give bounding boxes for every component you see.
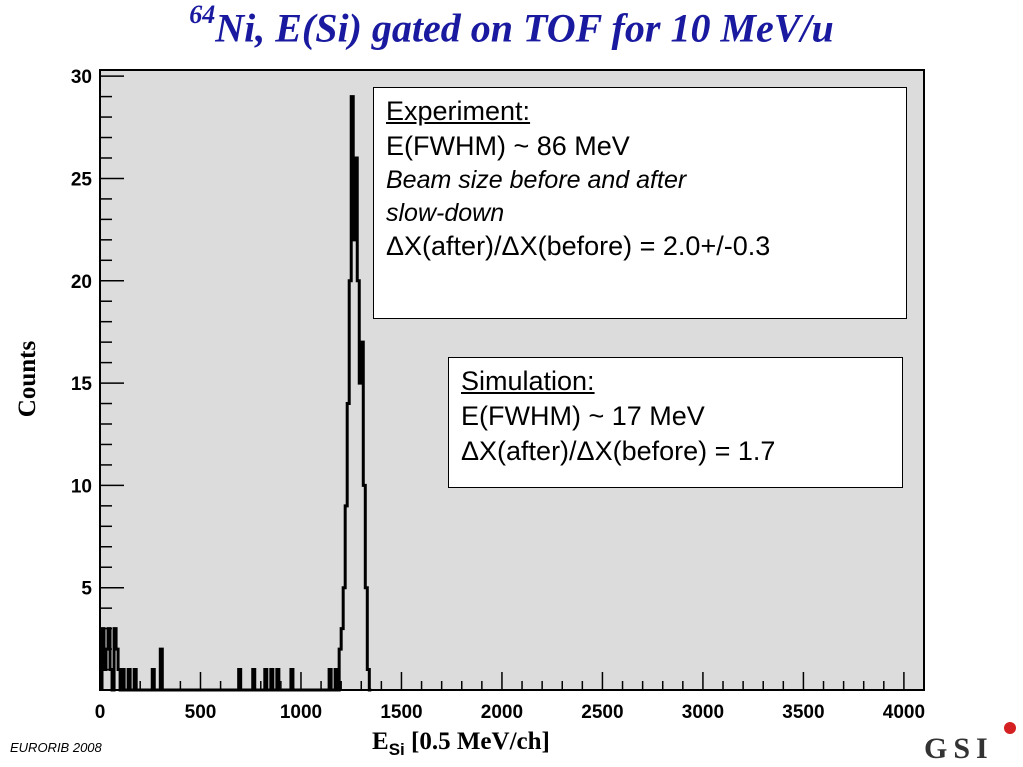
- x-tick-label: 1000: [280, 702, 322, 723]
- simulation-box: Simulation: E(FWHM) ~ 17 MeV ΔX(after)/Δ…: [448, 357, 903, 488]
- experiment-fwhm: E(FWHM) ~ 86 MeV: [386, 131, 630, 162]
- x-tick-label: 0: [95, 702, 106, 723]
- y-tick-label: 25: [71, 169, 93, 190]
- chart-title: 64Ni, E(Si) gated on TOF for 10 MeV/u: [0, 0, 1023, 51]
- experiment-ratio: ΔX(after)/ΔX(before) = 2.0+/-0.3: [386, 231, 771, 262]
- plot-frame: [99, 69, 925, 691]
- simulation-heading: Simulation:: [461, 366, 595, 396]
- footer-conference: EURORIB 2008: [10, 740, 102, 755]
- x-tick-label: 3500: [782, 702, 824, 723]
- x-axis-label-unit: [0.5 MeV/ch]: [404, 728, 550, 755]
- y-tick-label: 5: [81, 579, 92, 600]
- y-tick-label: 30: [71, 67, 92, 88]
- x-axis-label-main: E: [372, 728, 389, 755]
- experiment-beam-note-cont: slow-down: [386, 198, 505, 227]
- x-axis-label: ESi [0.5 MeV/ch]: [372, 728, 550, 760]
- x-tick-label: 1500: [380, 702, 422, 723]
- axes: 0 500 1000 1500 2000 2500 3000 3500 4000 5 10 15 20 2…: [71, 67, 925, 723]
- simulation-ratio: ΔX(after)/ΔX(before) = 1.7: [461, 436, 776, 467]
- x-axis-label-sub: Si: [388, 740, 405, 759]
- experiment-heading: Experiment:: [386, 96, 531, 126]
- title-main: Ni, E(Si) gated on TOF for 10 MeV/u: [215, 5, 834, 51]
- x-tick-label: 3000: [682, 702, 724, 723]
- svg-text:GSI: GSI: [924, 732, 994, 762]
- experiment-box: Experiment: E(FWHM) ~ 86 MeV Beam size b…: [373, 87, 907, 319]
- x-tick-label: 2000: [481, 702, 523, 723]
- title-superscript: 64: [189, 0, 216, 29]
- simulation-fwhm: E(FWHM) ~ 17 MeV: [461, 401, 705, 432]
- x-tick-label: 4000: [883, 702, 925, 723]
- y-axis-label: Counts: [14, 340, 41, 418]
- y-tick-label: 10: [71, 476, 92, 497]
- experiment-beam-note: Beam size before and after: [386, 166, 687, 195]
- x-tick-label: 500: [185, 702, 217, 723]
- y-tick-label: 15: [71, 374, 93, 395]
- x-tick-label: 2500: [581, 702, 623, 723]
- y-tick-label: 20: [71, 272, 92, 293]
- gsi-logo: GSI: [924, 720, 1018, 762]
